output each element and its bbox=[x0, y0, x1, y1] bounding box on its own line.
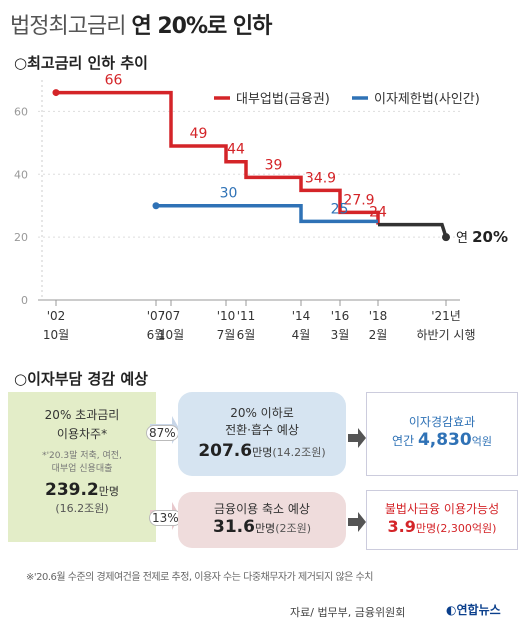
x-tick-label: '07 bbox=[162, 309, 181, 323]
pct-top-badge: 87% bbox=[146, 425, 179, 441]
mid-top-sub: (14.2조원) bbox=[272, 446, 326, 459]
x-tick-label: '07 bbox=[147, 309, 166, 323]
right-bottom-value: 3.9 bbox=[387, 517, 416, 536]
mid-bottom-count: 31.6 bbox=[212, 517, 255, 537]
x-tick-label: '16 bbox=[331, 309, 350, 323]
mid-top-count: 207.6 bbox=[198, 441, 253, 461]
pct-bottom-badge: 13% bbox=[149, 510, 182, 526]
series-line bbox=[156, 203, 378, 224]
rate-chart: 0 20 40 60 '02 10월 '07 6월 '07 10월 '10 7월'11 6월 '14 4월 '… bbox=[14, 73, 508, 342]
source-note2: 대부업 신용대출 bbox=[51, 464, 113, 474]
right-top-line1: 이자경감효과 bbox=[408, 415, 476, 429]
series-end-dot bbox=[442, 233, 450, 242]
source-unit: 만명 bbox=[98, 485, 120, 498]
x-tick-label: '02 bbox=[47, 309, 66, 323]
data-label: 24 bbox=[369, 205, 387, 221]
data-label: 27.9 bbox=[343, 192, 374, 208]
series-line bbox=[378, 222, 448, 238]
source-line1: 20% 초과금리 bbox=[44, 408, 120, 422]
source-credit: 자료/ 법무부, 금융위원회 bbox=[290, 606, 406, 619]
mid-bottom-sub: (2조원) bbox=[275, 522, 312, 535]
result-arrows bbox=[348, 428, 366, 532]
logo-wrap: ◐연합뉴스 bbox=[446, 601, 501, 618]
mid-bottom-box: 금융이용 축소 예상 31.6만명(2조원) bbox=[178, 492, 346, 548]
right-bottom-unit: 만명 bbox=[415, 522, 437, 535]
x-tick-label: '11 bbox=[237, 309, 256, 323]
end-annotation: 연 20% bbox=[456, 228, 508, 246]
footnote: ※'20.6월 수준의 경제여건을 전제로 추정, 이용자 수는 다중채무자가 … bbox=[26, 572, 373, 583]
data-label: 34.9 bbox=[305, 170, 336, 186]
legend-label: 대부업법(금융권) bbox=[236, 92, 330, 107]
mid-top-line1: 20% 이하로 bbox=[230, 406, 294, 420]
right-top-unit: 억원 bbox=[471, 435, 492, 448]
logo-text: 연합뉴스 bbox=[456, 603, 501, 617]
series-start-dot bbox=[152, 202, 160, 210]
x-tick-sublabel: 6월 bbox=[147, 328, 166, 342]
right-bottom-line1: 불법사금융 이용가능성 bbox=[384, 502, 500, 516]
right-top-box: 이자경감효과 연간 4,830억원 bbox=[366, 392, 518, 476]
source-note1: *'20.3말 저축, 여전, bbox=[42, 451, 122, 461]
data-label: 39 bbox=[265, 157, 283, 173]
source-line2: 이용차주* bbox=[56, 427, 108, 441]
mid-top-unit: 만명 bbox=[252, 446, 273, 459]
title-highlight: 연 20%로 인하 bbox=[131, 14, 272, 39]
source-sub: (16.2조원) bbox=[55, 502, 109, 515]
source-count: 239.2 bbox=[44, 480, 99, 500]
logo-icon: ◐ bbox=[446, 603, 457, 617]
mid-bottom-unit: 만명 bbox=[254, 522, 276, 535]
x-tick-sublabel: 하반기 시행 bbox=[416, 327, 475, 342]
series-start-dot bbox=[52, 89, 60, 97]
section-title-burden: ○이자부담 경감 예상 bbox=[14, 370, 148, 388]
x-tick-sublabel: 10월 bbox=[43, 328, 69, 342]
x-tick-label: '18 bbox=[369, 309, 388, 323]
page-title: 법정최고금리 연 20%로 인하 bbox=[10, 8, 272, 40]
x-tick-sublabel: 3월 bbox=[331, 328, 350, 342]
x-tick-label: '10 bbox=[217, 309, 236, 323]
data-label: 49 bbox=[190, 126, 208, 142]
title-prefix: 법정최고금리 bbox=[10, 14, 126, 39]
x-tick-sublabel: 7월 bbox=[217, 328, 236, 342]
section-title-trend: ○최고금리 인하 추이 bbox=[14, 54, 148, 72]
right-bottom-box: 불법사금융 이용가능성 3.9만명(2,300억원) bbox=[366, 490, 518, 550]
x-tick-label: '21년 bbox=[431, 309, 461, 323]
right-top-prefix: 연간 bbox=[392, 434, 418, 448]
right-bottom-sub: (2,300억원) bbox=[436, 522, 497, 535]
x-tick-sublabel: 6월 bbox=[237, 328, 256, 342]
series-line bbox=[56, 90, 380, 225]
data-label: 25 bbox=[331, 201, 349, 217]
y-tick-label: 60 bbox=[14, 105, 28, 118]
x-tick-sublabel: 4월 bbox=[292, 328, 311, 342]
x-tick-label: '14 bbox=[292, 309, 311, 323]
data-label: 66 bbox=[105, 73, 123, 89]
x-tick-sublabel: 2월 bbox=[369, 328, 388, 342]
data-label: 30 bbox=[220, 186, 238, 202]
mid-top-box: 20% 이하로 전환·흡수 예상 207.6만명(14.2조원) bbox=[178, 392, 346, 476]
end-annotation-value: 20% bbox=[472, 228, 508, 246]
legend-label: 이자제한법(사인간) bbox=[374, 92, 480, 107]
x-tick-sublabel: 10월 bbox=[158, 328, 184, 342]
y-tick-label: 40 bbox=[14, 168, 28, 181]
mid-top-line2: 전환·흡수 예상 bbox=[225, 423, 299, 437]
right-top-value: 4,830 bbox=[417, 430, 472, 450]
y-tick-label: 0 bbox=[21, 294, 28, 307]
y-tick-label: 20 bbox=[14, 231, 28, 244]
mid-bottom-line1: 금융이용 축소 예상 bbox=[214, 502, 310, 516]
source-box: 20% 초과금리 이용차주* *'20.3말 저축, 여전, 대부업 신용대출 … bbox=[8, 392, 156, 542]
data-label: 44 bbox=[227, 142, 245, 158]
